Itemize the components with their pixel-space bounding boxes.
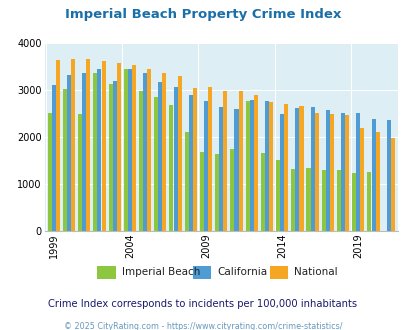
Bar bbox=[158, 82, 162, 231]
Bar bbox=[219, 107, 223, 231]
Bar bbox=[67, 75, 71, 231]
Bar bbox=[390, 138, 394, 231]
Bar bbox=[310, 107, 314, 231]
Bar bbox=[56, 60, 60, 231]
Bar bbox=[269, 102, 273, 231]
Bar bbox=[329, 115, 333, 231]
Text: Crime Index corresponds to incidents per 100,000 inhabitants: Crime Index corresponds to incidents per… bbox=[48, 299, 357, 309]
Bar bbox=[249, 100, 253, 231]
Bar bbox=[169, 105, 173, 231]
Bar bbox=[386, 119, 390, 231]
Bar bbox=[245, 101, 249, 231]
Text: California: California bbox=[217, 267, 266, 277]
Bar bbox=[340, 114, 344, 231]
Text: Imperial Beach: Imperial Beach bbox=[122, 267, 200, 277]
Text: National: National bbox=[294, 267, 337, 277]
Bar bbox=[223, 91, 227, 231]
Bar bbox=[162, 73, 166, 231]
Bar bbox=[306, 168, 310, 231]
Bar bbox=[336, 170, 340, 231]
Bar bbox=[208, 87, 212, 231]
Bar bbox=[177, 76, 181, 231]
Bar bbox=[351, 173, 355, 231]
Bar bbox=[124, 69, 128, 231]
Bar bbox=[63, 89, 67, 231]
Bar bbox=[78, 114, 82, 231]
Bar bbox=[154, 97, 158, 231]
Bar bbox=[253, 95, 257, 231]
Bar bbox=[139, 91, 143, 231]
Bar bbox=[192, 88, 196, 231]
Bar bbox=[71, 59, 75, 231]
Bar bbox=[360, 128, 364, 231]
Bar bbox=[199, 152, 203, 231]
Text: Imperial Beach Property Crime Index: Imperial Beach Property Crime Index bbox=[65, 8, 340, 21]
Bar bbox=[113, 81, 116, 231]
Bar bbox=[52, 85, 55, 231]
Bar bbox=[284, 104, 288, 231]
Bar bbox=[375, 132, 379, 231]
Bar bbox=[132, 65, 136, 231]
Bar bbox=[143, 73, 147, 231]
Bar bbox=[93, 74, 97, 231]
Bar bbox=[117, 63, 121, 231]
Bar bbox=[97, 69, 101, 231]
Bar bbox=[147, 69, 151, 231]
Bar bbox=[215, 154, 219, 231]
Bar bbox=[260, 153, 264, 231]
Bar bbox=[238, 91, 242, 231]
Bar bbox=[47, 114, 51, 231]
Text: © 2025 CityRating.com - https://www.cityrating.com/crime-statistics/: © 2025 CityRating.com - https://www.city… bbox=[64, 322, 341, 330]
Bar bbox=[108, 84, 112, 231]
Bar bbox=[234, 109, 238, 231]
Bar bbox=[356, 113, 359, 231]
Bar bbox=[264, 101, 268, 231]
Bar bbox=[371, 118, 375, 231]
Bar bbox=[86, 59, 90, 231]
Bar bbox=[325, 110, 329, 231]
Bar bbox=[290, 169, 294, 231]
Bar bbox=[82, 73, 86, 231]
Bar bbox=[314, 113, 318, 231]
Bar bbox=[230, 149, 234, 231]
Bar bbox=[173, 87, 177, 231]
Bar bbox=[321, 170, 325, 231]
Bar bbox=[279, 115, 284, 231]
Bar bbox=[295, 108, 298, 231]
Bar bbox=[101, 61, 105, 231]
Bar bbox=[275, 160, 279, 231]
Bar bbox=[204, 101, 207, 231]
Bar bbox=[367, 172, 371, 231]
Bar bbox=[188, 95, 192, 231]
Bar bbox=[299, 106, 303, 231]
Bar bbox=[128, 69, 132, 231]
Bar bbox=[184, 132, 188, 231]
Bar bbox=[344, 115, 348, 231]
